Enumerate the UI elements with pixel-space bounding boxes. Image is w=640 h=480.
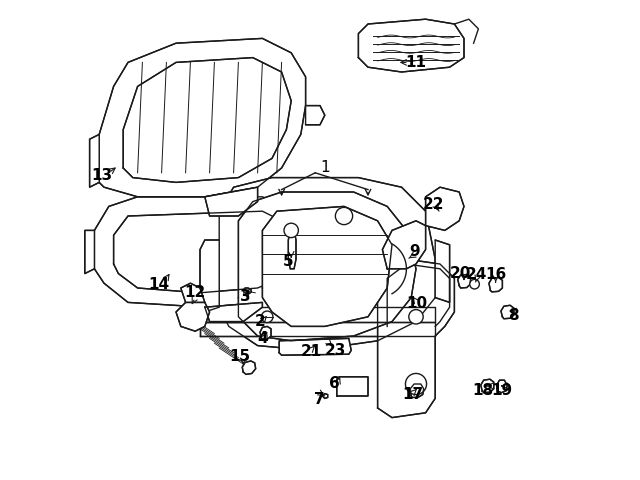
Polygon shape	[378, 259, 454, 418]
Text: 19: 19	[492, 383, 513, 398]
Text: 18: 18	[472, 383, 494, 398]
Polygon shape	[84, 230, 95, 274]
Polygon shape	[200, 307, 435, 322]
Circle shape	[470, 279, 479, 289]
Circle shape	[284, 223, 298, 238]
Polygon shape	[219, 178, 435, 350]
Text: 12: 12	[184, 285, 206, 300]
Polygon shape	[279, 338, 351, 355]
Polygon shape	[337, 377, 368, 396]
Polygon shape	[383, 221, 426, 269]
Text: 23: 23	[324, 343, 346, 358]
Text: 14: 14	[148, 276, 170, 292]
Polygon shape	[90, 134, 99, 187]
Text: 1: 1	[320, 160, 330, 176]
Polygon shape	[95, 197, 315, 307]
Polygon shape	[200, 240, 219, 312]
Text: 4: 4	[257, 331, 268, 346]
Polygon shape	[262, 206, 392, 326]
Polygon shape	[426, 187, 464, 230]
Polygon shape	[205, 187, 258, 216]
Text: 13: 13	[91, 168, 112, 183]
Polygon shape	[489, 277, 502, 292]
Text: 16: 16	[485, 267, 506, 282]
Text: 21: 21	[301, 344, 322, 359]
Polygon shape	[239, 192, 416, 341]
Polygon shape	[458, 275, 471, 288]
Text: 6: 6	[329, 376, 340, 392]
Polygon shape	[323, 394, 328, 398]
Polygon shape	[123, 58, 291, 182]
Text: 3: 3	[240, 289, 251, 304]
Circle shape	[335, 207, 353, 225]
Text: 20: 20	[450, 266, 471, 281]
Text: 7: 7	[314, 392, 324, 407]
Text: 5: 5	[283, 254, 294, 269]
Polygon shape	[306, 106, 325, 125]
Polygon shape	[497, 380, 507, 393]
Text: 9: 9	[410, 244, 420, 260]
Polygon shape	[410, 384, 424, 397]
Polygon shape	[358, 19, 464, 72]
Polygon shape	[200, 322, 435, 336]
Circle shape	[409, 310, 423, 324]
Polygon shape	[481, 379, 494, 393]
Polygon shape	[176, 302, 210, 331]
Polygon shape	[243, 288, 252, 294]
Text: 8: 8	[508, 308, 519, 324]
Text: 22: 22	[423, 197, 445, 213]
Text: 15: 15	[229, 348, 250, 364]
Text: 17: 17	[403, 387, 424, 402]
Polygon shape	[501, 305, 514, 319]
Polygon shape	[435, 240, 450, 302]
Polygon shape	[99, 38, 306, 197]
Polygon shape	[205, 302, 262, 322]
Text: 24: 24	[466, 267, 487, 282]
Polygon shape	[181, 283, 205, 302]
Polygon shape	[288, 230, 296, 269]
Polygon shape	[260, 326, 271, 339]
Polygon shape	[114, 211, 301, 293]
Text: 10: 10	[406, 296, 428, 311]
Circle shape	[406, 373, 427, 395]
Polygon shape	[243, 361, 256, 374]
Text: 11: 11	[406, 55, 426, 70]
Text: 2: 2	[255, 314, 266, 329]
Circle shape	[262, 311, 273, 323]
